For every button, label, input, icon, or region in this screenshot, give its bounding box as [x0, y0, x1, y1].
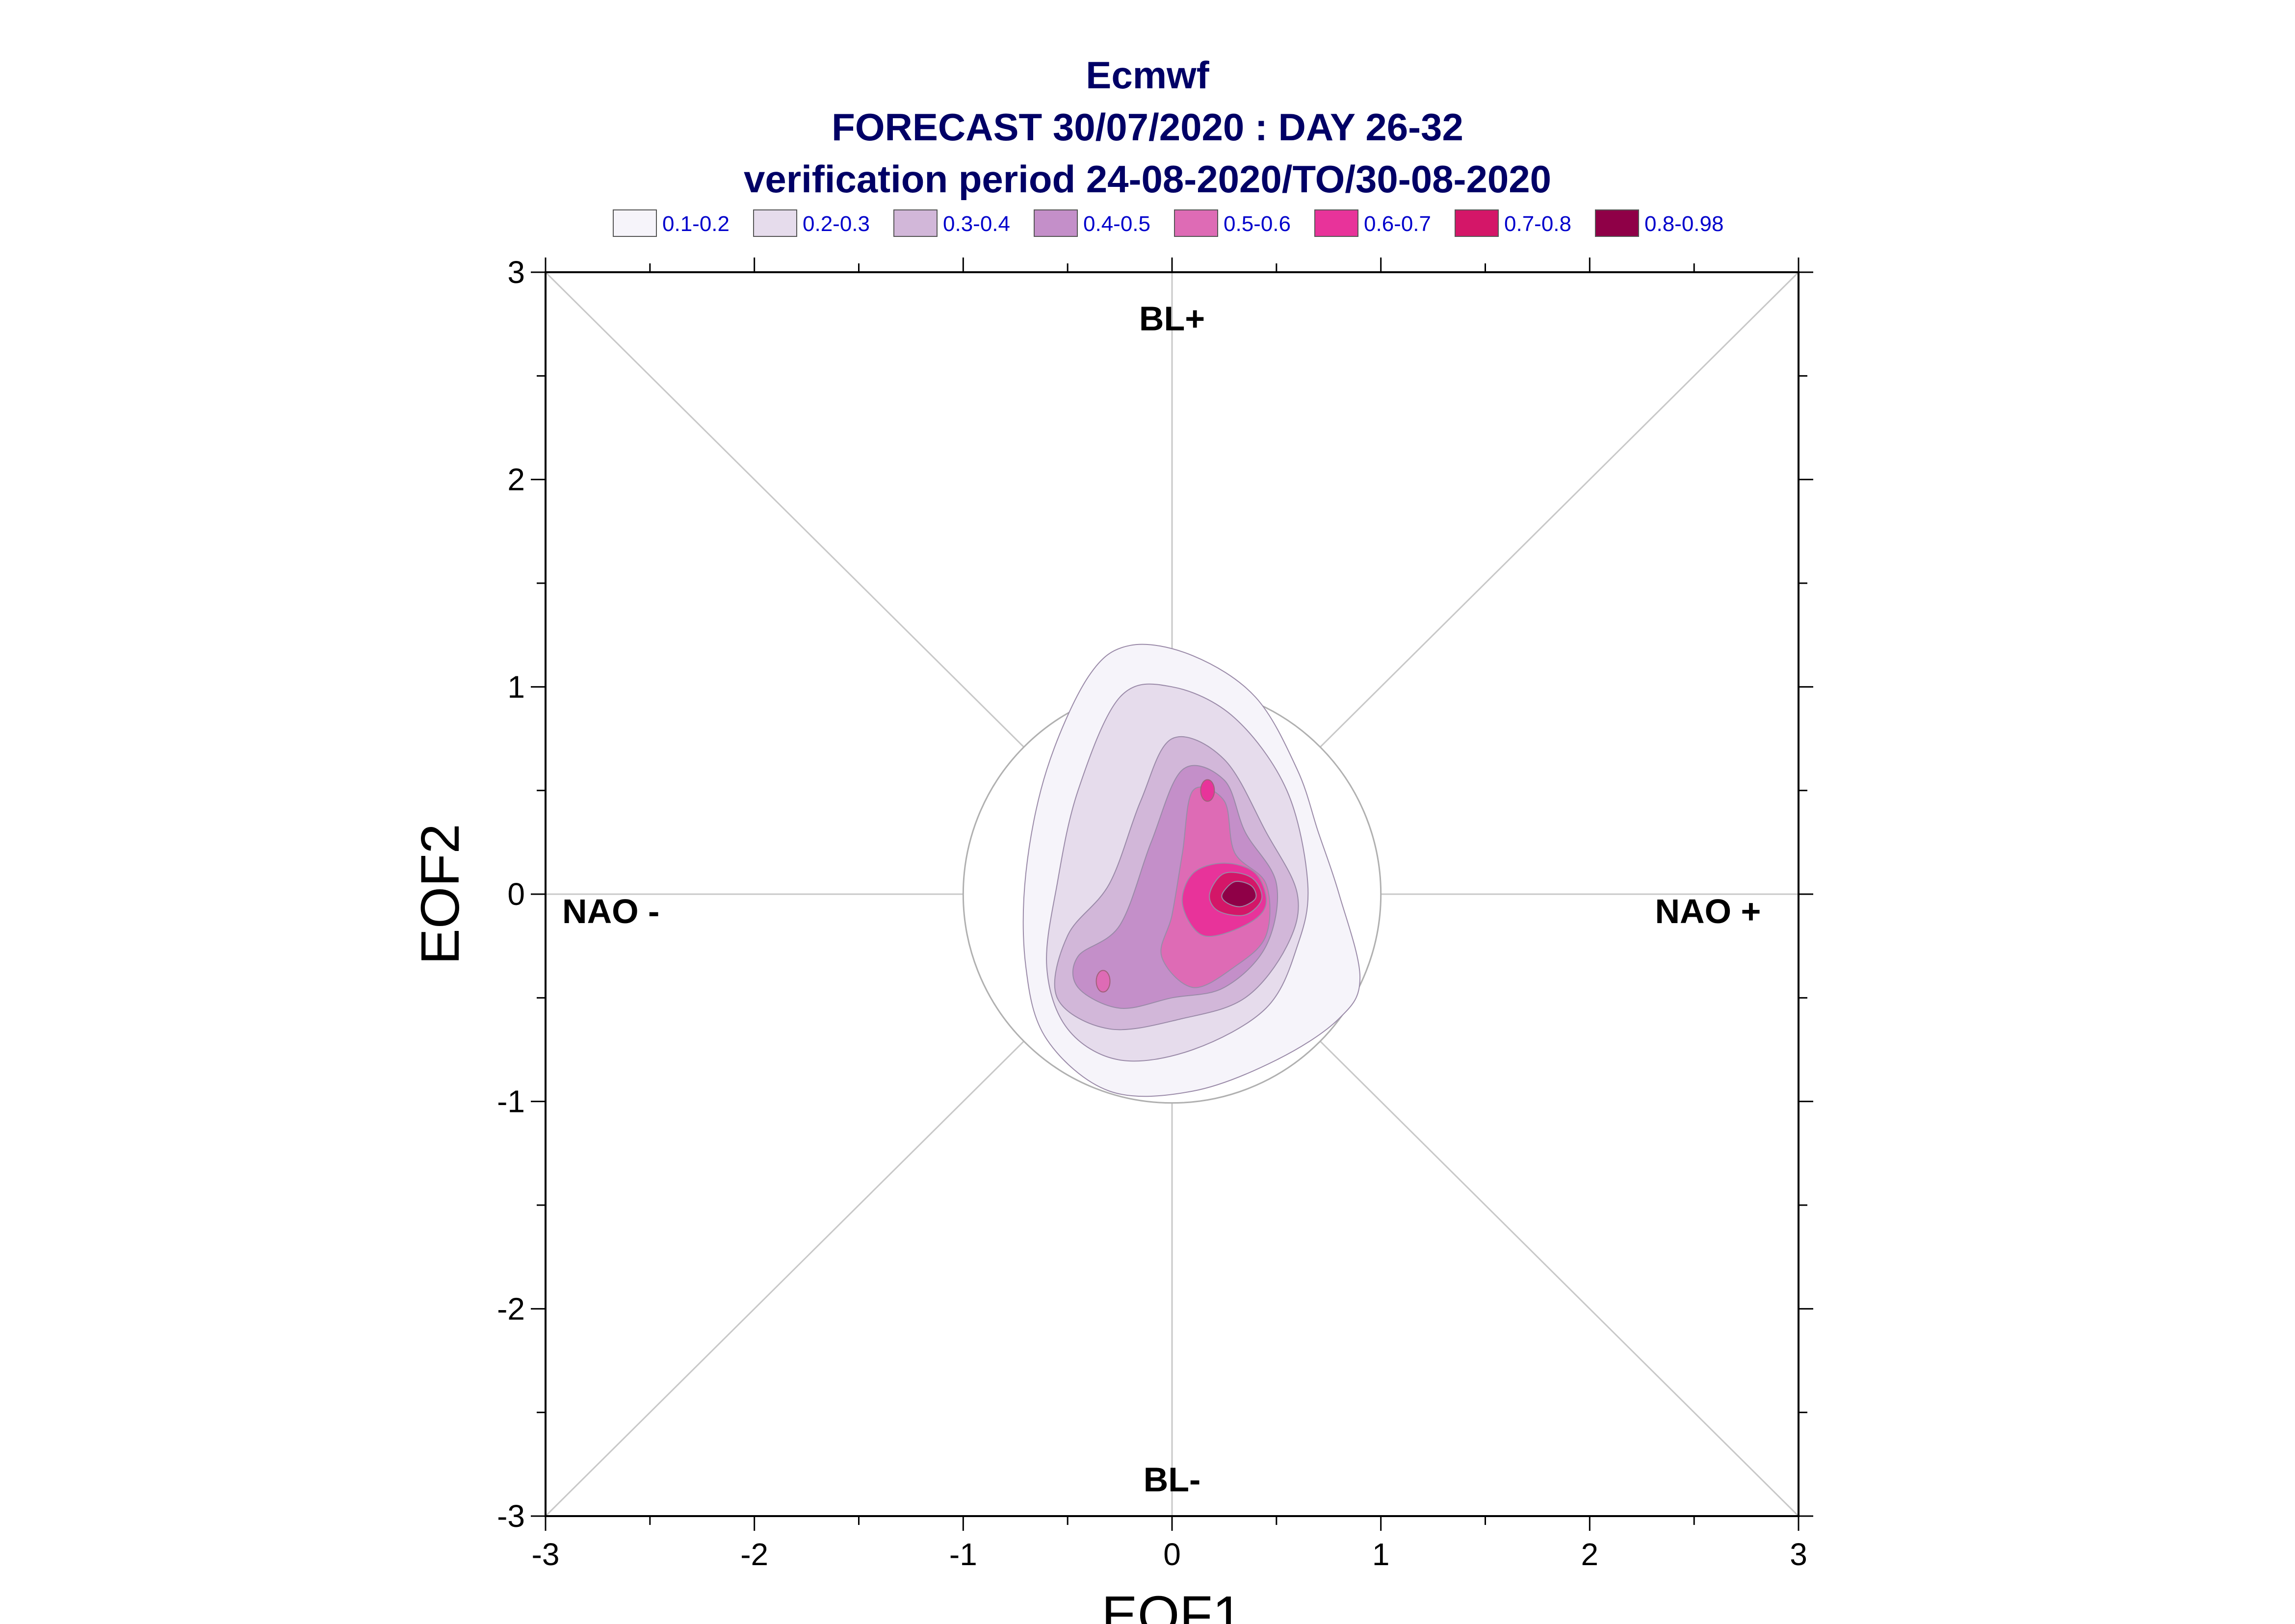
- legend-swatch: [893, 209, 938, 237]
- contour-0.8-0.98: [1221, 880, 1257, 907]
- legend-swatch: [1595, 209, 1639, 237]
- local-maximum: [1200, 779, 1215, 802]
- y-axis-title: EOF2: [410, 824, 470, 964]
- legend-swatch: [1455, 209, 1499, 237]
- legend-label: 0.8-0.98: [1644, 212, 1723, 236]
- x-tick-label: -3: [532, 1537, 560, 1572]
- legend-label: 0.3-0.4: [943, 212, 1010, 236]
- regime-label-nao-plus: NAO +: [1655, 892, 1761, 930]
- x-tick-label: -1: [949, 1537, 977, 1572]
- legend-swatch: [1314, 209, 1358, 237]
- legend-swatch: [1034, 209, 1078, 237]
- x-tick-label: -2: [740, 1537, 768, 1572]
- y-tick-label: -2: [497, 1291, 525, 1326]
- x-tick-label: 1: [1372, 1537, 1390, 1572]
- chart-titles: Ecmwf FORECAST 30/07/2020 : DAY 26-32 ve…: [0, 49, 2295, 205]
- x-tick-label: 3: [1790, 1537, 1807, 1572]
- legend-label: 0.2-0.3: [803, 212, 870, 236]
- x-tick-label: 0: [1163, 1537, 1181, 1572]
- regime-label-nao-minus: NAO -: [562, 892, 659, 930]
- density-contours: [1022, 644, 1361, 1097]
- regime-label-bl-plus: BL+: [1139, 299, 1205, 337]
- chart-title: Ecmwf: [1086, 53, 1209, 97]
- y-tick-label: 1: [507, 669, 525, 704]
- legend-swatch: [753, 209, 797, 237]
- legend-label: 0.7-0.8: [1504, 212, 1571, 236]
- y-tick-label: -1: [497, 1084, 525, 1119]
- x-tick-label: 2: [1581, 1537, 1599, 1572]
- y-tick-label: 2: [507, 462, 525, 497]
- y-tick-label: 3: [507, 255, 525, 290]
- legend-swatch: [1174, 209, 1218, 237]
- regime-label-bl-minus: BL-: [1144, 1460, 1201, 1498]
- chart-subtitle-verification: verification period 24-08-2020/TO/30-08-…: [743, 157, 1552, 201]
- legend-label: 0.1-0.2: [662, 212, 730, 236]
- y-tick-label: 0: [507, 876, 525, 912]
- x-axis-title: EOF1: [1101, 1585, 1242, 1624]
- legend: 0.1-0.2 0.2-0.3 0.3-0.4 0.4-0.5 0.5-0.6 0.6-0…: [613, 209, 1723, 237]
- legend-label: 0.6-0.7: [1364, 212, 1431, 236]
- regime-labels: BL+ BL- NAO - NAO +: [562, 299, 1761, 1498]
- y-tick-label: -3: [497, 1498, 525, 1534]
- axis-labels: -3 -2 -1 0 1 2 3 -3 -2 -1 0 1 2 3 EOF1 EOF2: [410, 255, 1807, 1624]
- chart-subtitle-forecast: FORECAST 30/07/2020 : DAY 26-32: [832, 105, 1463, 149]
- local-maximum: [1095, 970, 1111, 993]
- legend-swatch: [613, 209, 657, 237]
- legend-label: 0.5-0.6: [1224, 212, 1291, 236]
- axis-ticks: [531, 258, 1813, 1531]
- legend-label: 0.4-0.5: [1083, 212, 1150, 236]
